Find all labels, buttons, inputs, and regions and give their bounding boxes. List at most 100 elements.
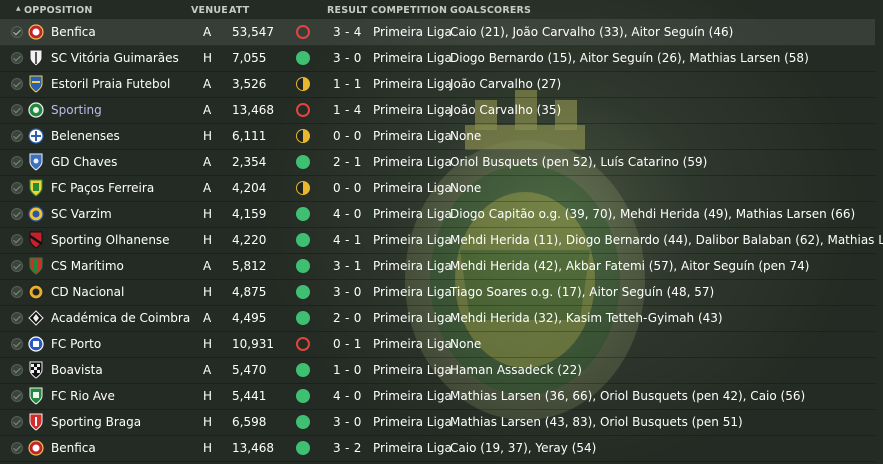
result-score[interactable]: 4 - 0 [333,389,362,403]
table-row[interactable]: FC Rio Ave H 5,441 4 - 0 Primeira Liga M… [0,383,875,410]
result-score[interactable]: 4 - 0 [333,207,362,221]
opposition-link[interactable]: FC Rio Ave [51,389,115,403]
checkmark-icon[interactable] [11,364,23,376]
venue-column-header[interactable]: VENUE [191,5,228,16]
result-score[interactable]: 2 - 0 [333,311,362,325]
competition-link[interactable]: Primeira Liga [373,233,452,247]
competition-link[interactable]: Primeira Liga [373,155,452,169]
checkmark-icon[interactable] [11,208,23,220]
table-row[interactable]: Estoril Praia Futebol A 3,526 1 - 1 Prim… [0,71,875,98]
opposition-link[interactable]: Sporting Braga [51,415,142,429]
competition-link[interactable]: Primeira Liga [373,103,452,117]
result-score[interactable]: 2 - 1 [333,155,362,169]
result-score[interactable]: 3 - 0 [333,51,362,65]
result-score[interactable]: 1 - 0 [333,363,362,377]
venue-cell: H [203,441,213,455]
table-row[interactable]: CD Nacional H 4,875 3 - 0 Primeira Liga … [0,279,875,306]
opposition-link[interactable]: FC Paços Ferreira [51,181,155,195]
checkmark-icon[interactable] [11,234,23,246]
opposition-link[interactable]: CD Nacional [51,285,125,299]
competition-link[interactable]: Primeira Liga [373,441,452,455]
checkmark-icon[interactable] [11,442,23,454]
opposition-link[interactable]: Benfica [51,25,96,39]
checkmark-icon[interactable] [11,338,23,350]
table-row[interactable]: FC Porto H 10,931 0 - 1 Primeira Liga No… [0,331,875,358]
competition-link[interactable]: Primeira Liga [373,181,452,195]
competition-link[interactable]: Primeira Liga [373,207,452,221]
result-score[interactable]: 3 - 4 [333,25,362,39]
table-row[interactable]: FC Paços Ferreira A 4,204 0 - 0 Primeira… [0,175,875,202]
competition-link[interactable]: Primeira Liga [373,285,452,299]
checkmark-icon[interactable] [11,78,23,90]
opposition-link[interactable]: Académica de Coimbra [51,311,191,325]
result-score[interactable]: 0 - 0 [333,181,362,195]
checkmark-icon[interactable] [11,390,23,402]
result-score[interactable]: 3 - 0 [333,415,362,429]
goalscorers-cell: Diogo Bernardo (15), Aitor Seguín (26), … [450,51,809,65]
competition-link[interactable]: Primeira Liga [373,259,452,273]
table-row[interactable]: SC Varzim H 4,159 4 - 0 Primeira Liga Di… [0,201,875,228]
checkmark-icon[interactable] [11,156,23,168]
checkmark-icon[interactable] [11,52,23,64]
table-row[interactable]: SC Vitória Guimarães H 7,055 3 - 0 Prime… [0,45,875,72]
table-row[interactable]: Sporting A 13,468 1 - 4 Primeira Liga Jo… [0,97,875,124]
competition-column-header[interactable]: COMPETITION [371,5,448,16]
draw-icon [296,77,310,91]
result-score[interactable]: 1 - 4 [333,103,362,117]
goalscorers-cell: Tiago Soares o.g. (17), Aitor Seguín (48… [450,285,715,299]
opposition-column-header[interactable]: OPPOSITION [16,5,93,16]
opposition-link[interactable]: SC Vitória Guimarães [51,51,179,65]
result-score[interactable]: 4 - 1 [333,233,362,247]
opposition-link[interactable]: Benfica [51,441,96,455]
competition-link[interactable]: Primeira Liga [373,129,452,143]
checkmark-icon[interactable] [11,182,23,194]
club-badge-icon [28,205,44,223]
goalscorers-cell: Caio (19, 37), Yeray (54) [450,441,597,455]
competition-link[interactable]: Primeira Liga [373,389,452,403]
competition-link[interactable]: Primeira Liga [373,415,452,429]
opposition-link[interactable]: Belenenses [51,129,120,143]
competition-link[interactable]: Primeira Liga [373,363,452,377]
competition-link[interactable]: Primeira Liga [373,51,452,65]
venue-cell: H [203,337,213,351]
table-row[interactable]: Sporting Braga H 6,598 3 - 0 Primeira Li… [0,409,875,436]
checkmark-icon[interactable] [11,286,23,298]
competition-link[interactable]: Primeira Liga [373,25,452,39]
table-row[interactable]: Benfica A 53,547 3 - 4 Primeira Liga Cai… [0,19,875,46]
table-row[interactable]: Sporting Olhanense H 4,220 4 - 1 Primeir… [0,227,883,254]
opposition-link[interactable]: SC Varzim [51,207,112,221]
opposition-link[interactable]: CS Marítimo [51,259,124,273]
result-score[interactable]: 0 - 1 [333,337,362,351]
table-row[interactable]: GD Chaves A 2,354 2 - 1 Primeira Liga Or… [0,149,875,176]
venue-cell: A [203,311,212,325]
result-score[interactable]: 1 - 1 [333,77,362,91]
opposition-link[interactable]: Boavista [51,363,103,377]
table-row[interactable]: Benfica H 13,468 3 - 2 Primeira Liga Cai… [0,435,875,462]
table-row[interactable]: Belenenses H 6,111 0 - 0 Primeira Liga N… [0,123,875,150]
checkmark-icon[interactable] [11,260,23,272]
goalscorers-column-header[interactable]: GOALSCORERS [450,5,532,16]
result-score[interactable]: 3 - 1 [333,259,362,273]
result-score[interactable]: 3 - 0 [333,285,362,299]
result-column-header[interactable]: RESULT [327,5,368,16]
opposition-link[interactable]: Estoril Praia Futebol [51,77,171,91]
table-row[interactable]: CS Marítimo A 5,812 3 - 1 Primeira Liga … [0,253,875,280]
att-column-header[interactable]: ATT [229,5,250,16]
checkmark-icon[interactable] [11,26,23,38]
result-score[interactable]: 0 - 0 [333,129,362,143]
checkmark-icon[interactable] [11,104,23,116]
opposition-link[interactable]: Sporting Olhanense [51,233,170,247]
opposition-link[interactable]: FC Porto [51,337,102,351]
competition-link[interactable]: Primeira Liga [373,311,452,325]
opposition-link[interactable]: Sporting [51,103,102,117]
competition-link[interactable]: Primeira Liga [373,337,452,351]
result-score[interactable]: 3 - 2 [333,441,362,455]
opposition-link[interactable]: GD Chaves [51,155,118,169]
competition-link[interactable]: Primeira Liga [373,77,452,91]
table-row[interactable]: Boavista A 5,470 1 - 0 Primeira Liga Ham… [0,357,875,384]
checkmark-icon[interactable] [11,416,23,428]
table-row[interactable]: Académica de Coimbra A 4,495 2 - 0 Prime… [0,305,875,332]
checkmark-icon[interactable] [11,312,23,324]
win-icon [296,51,310,65]
checkmark-icon[interactable] [11,130,23,142]
